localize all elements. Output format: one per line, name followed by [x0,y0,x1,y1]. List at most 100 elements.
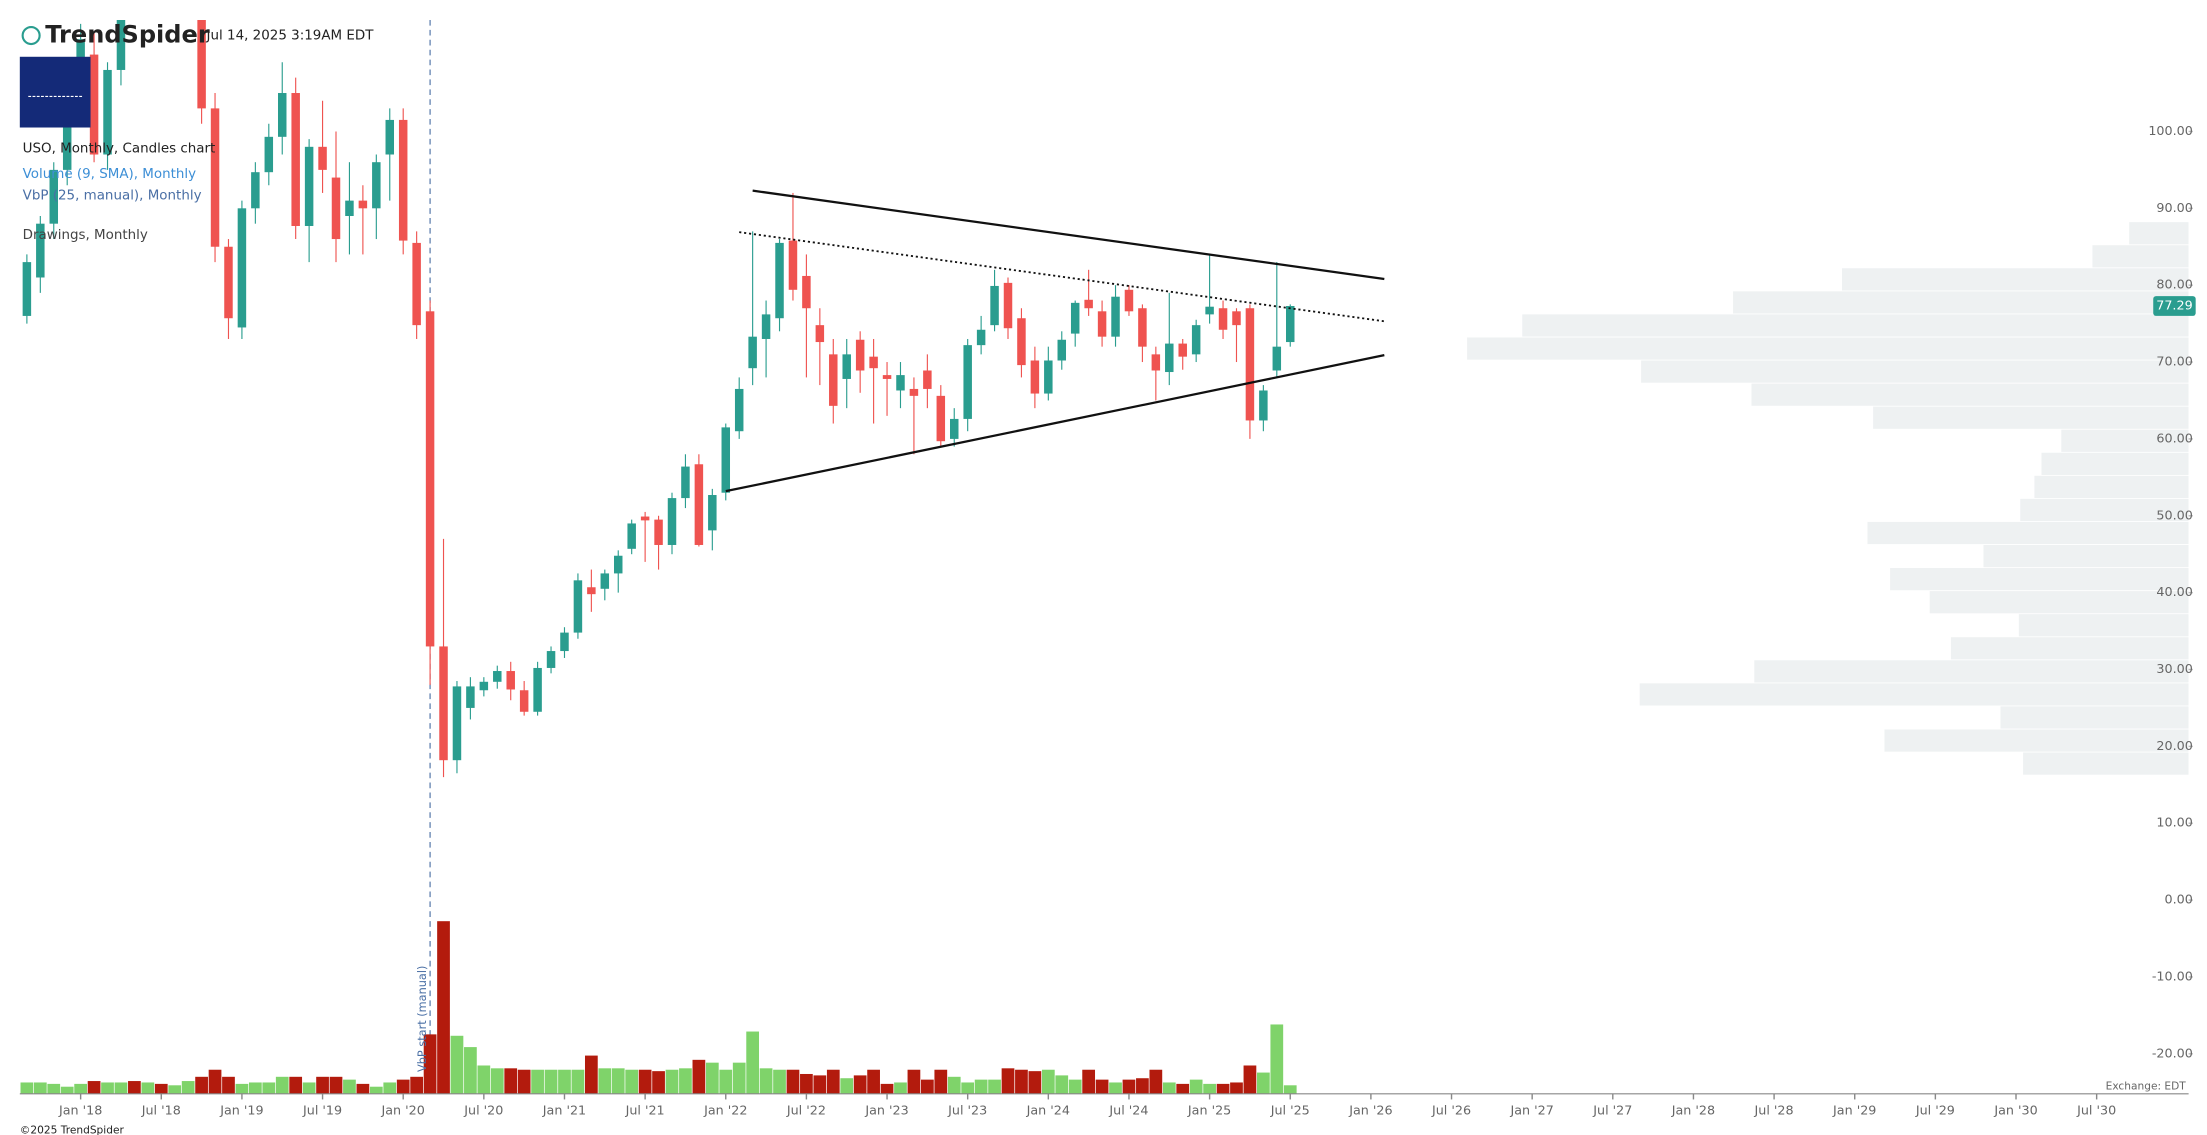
candle-body [62,93,72,170]
candle-body [1070,302,1080,334]
vbp-bar [1522,314,2189,337]
volume-bar [679,1068,692,1094]
volume-bar [705,1062,719,1094]
symbol-logo [19,56,91,128]
volume-bar [840,1078,854,1094]
candle-body [1245,308,1255,421]
volume-bar [1136,1078,1149,1094]
candle-body [1124,289,1134,312]
y-tick-label: 30.00 [2156,662,2192,677]
volume-bar [437,921,450,1094]
volume-bar [74,1083,88,1094]
logo-icon [21,26,41,46]
x-tick-label: Jul '26 [1431,1103,1471,1118]
volume-bar [128,1081,141,1094]
candle-body [197,19,206,109]
volume-bar [920,1079,934,1094]
volume-bar [867,1069,880,1094]
vbp-bar [1867,521,2189,545]
exchange: Exchange: EDT [2106,1080,2187,1093]
candle-body [1165,343,1174,373]
candle-body [1259,390,1268,421]
candle-body [1205,306,1214,315]
volume-bar [316,1076,329,1094]
vbp-bar [2023,752,2189,775]
legend-entry: USO, Monthly, Candles chart [23,142,216,157]
x-tick-label: Jan '28 [1671,1103,1715,1118]
candle-body [1178,343,1187,357]
candle-body [573,580,583,633]
volume-bar [544,1069,558,1094]
vbp-bar [1754,660,2189,683]
candle-body [936,395,946,442]
candle-body [882,375,892,379]
volume-bar [880,1083,894,1094]
candle-body [224,246,233,319]
volume-bar [396,1079,410,1094]
vbp-bar [2034,475,2189,499]
candle-body [304,146,314,226]
volume-bar [383,1082,397,1094]
candle-body [466,686,475,708]
x-tick-label: Jul '20 [463,1103,503,1118]
volume-bar [611,1068,625,1094]
volume-bar [168,1085,182,1094]
vbp-bar [1751,383,2189,406]
vbp-bar [1890,568,2189,591]
candle-body [210,108,220,247]
candle-body [694,464,704,545]
volume-bar [33,1082,47,1094]
x-tick-label: Jul '30 [2076,1103,2116,1118]
candle-body [318,146,327,170]
volume-bar [504,1068,518,1094]
last-price-label: 77.29 [2156,299,2192,314]
candle-body [1030,360,1040,394]
trendline [725,354,1385,493]
candle-body [452,686,462,761]
volume-bar [800,1073,813,1094]
volume-bar [369,1086,383,1094]
candle-body [546,651,556,668]
vbp-bar [2061,429,2189,452]
candle-body [896,375,905,391]
x-tick-label: Jul '23 [947,1103,987,1118]
candle-body [116,19,126,70]
x-tick-label: Jul '25 [1270,1103,1310,1118]
vbp-bar [1841,268,2189,291]
candle-body [761,314,771,339]
x-tick-label: Jan '30 [1993,1103,2037,1118]
volume-bar [907,1069,921,1094]
candle-body [264,136,274,173]
candle-body [36,223,45,278]
volume-bar [87,1081,101,1094]
volume-bar [60,1086,74,1094]
copyright: ©2025 TrendSpider [20,1124,125,1135]
candle-body [1232,311,1241,326]
volume-bar [853,1075,867,1094]
candle-body [49,169,59,224]
x-tick-label: Jul '27 [1592,1103,1632,1118]
x-tick-label: Jan '25 [1187,1103,1231,1118]
volume-bar [423,1034,437,1094]
volume-bar [477,1065,491,1094]
volume-bar [571,1069,585,1094]
volume-bar [934,1069,948,1094]
volume-bar [208,1069,222,1094]
candle-body [291,93,300,226]
y-tick-label: 100.00 [2148,124,2193,139]
x-tick-label: Jan '26 [1348,1103,1392,1118]
candle-body [721,427,731,493]
x-tick-label: Jul '18 [141,1103,181,1118]
candle-body [869,356,878,369]
candle-body [331,177,341,240]
vbp-bar [1733,291,2189,314]
y-tick-label: 70.00 [2156,355,2192,370]
candle-body [1218,308,1228,330]
volume-bar [356,1083,370,1094]
vbp-bar [1467,337,2189,360]
candle-body [345,200,354,216]
volume-bar [1230,1082,1243,1094]
volume-bar [1082,1069,1096,1094]
volume-bar [289,1076,303,1094]
volume-bar [1041,1069,1055,1094]
